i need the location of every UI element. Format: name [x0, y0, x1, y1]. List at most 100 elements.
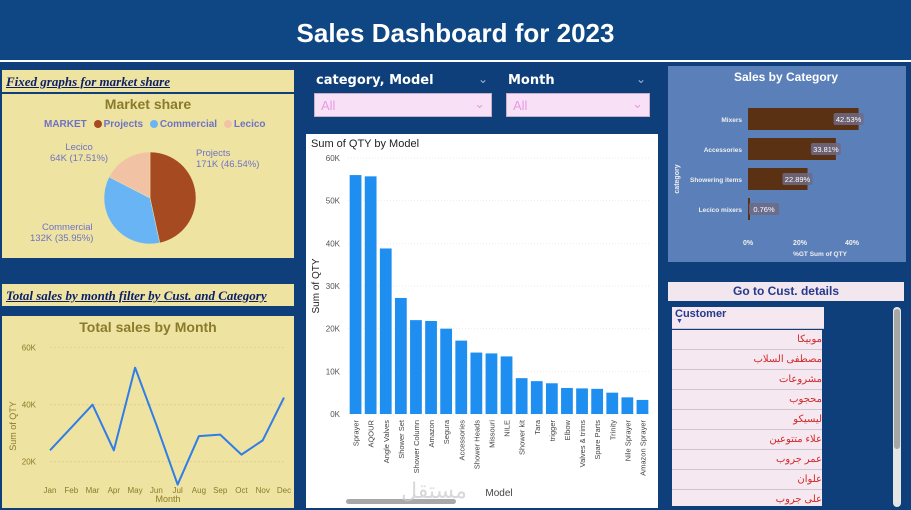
- bar-accessories[interactable]: [455, 340, 468, 414]
- bar-sprayer[interactable]: [349, 175, 362, 414]
- bar-shower-kit[interactable]: [515, 378, 528, 414]
- bar-tara[interactable]: [530, 381, 543, 414]
- x-tick-label: NILE: [503, 420, 512, 437]
- bar-segura[interactable]: [440, 328, 453, 414]
- bar-shower-heads[interactable]: [470, 352, 483, 414]
- category-filter-label: category, Model: [316, 73, 434, 88]
- bar-angle-valves[interactable]: [379, 248, 392, 414]
- pie-slice-projects[interactable]: [149, 151, 197, 244]
- bar-spare-parts[interactable]: [591, 388, 604, 414]
- pie-slice-lecico[interactable]: [108, 151, 151, 199]
- x-tick-label: Shower Heads: [472, 420, 481, 469]
- category-filter-dropdown[interactable]: All ⌄: [314, 93, 492, 117]
- model-bar-chart[interactable]: Sum of QTY by Model Sum of QTY 0K 10K 20K 3…: [306, 134, 658, 508]
- monthly-y-axis-label: Sum of QTY: [8, 401, 18, 451]
- category-bar[interactable]: [748, 198, 750, 220]
- vertical-scrollbar-track[interactable]: [893, 307, 901, 507]
- vertical-scrollbar-thumb[interactable]: [894, 309, 900, 449]
- monthly-caption: Total sales by month filter by Cust. and…: [2, 284, 294, 306]
- customer-list: موبيكا مصطفى السلاب مشروعات محجوب ليسيكو علاء…: [672, 330, 824, 506]
- monthly-x-axis-label: Month: [155, 494, 180, 504]
- customer-list-item[interactable]: على جروب: [672, 490, 822, 506]
- legend-commercial[interactable]: Commercial: [159, 119, 218, 130]
- model-x-axis-label: Model: [485, 488, 512, 499]
- x-tick-label: Accessories: [457, 420, 466, 461]
- data-label: 33.81%: [813, 145, 839, 154]
- bar-shower-set[interactable]: [394, 297, 407, 414]
- x-tick-label: Trinity: [608, 420, 617, 440]
- x-tick-label: May: [128, 486, 143, 495]
- page-title: Sales Dashboard for 2023: [296, 18, 615, 48]
- horizontal-scrollbar[interactable]: [346, 499, 456, 504]
- customer-list-item[interactable]: علوان: [672, 470, 822, 490]
- category-chart-panel: Sales by Category category Mixers 42.53% A…: [668, 66, 906, 262]
- pie-label-lecico: Lecico 64K (17.51%): [50, 142, 109, 164]
- y-tick-label: 60K: [22, 344, 37, 353]
- x-tick-label: Nov: [256, 486, 270, 495]
- bar-amazon-sprayer[interactable]: [636, 399, 649, 414]
- x-tick-label: Spare Parts: [593, 420, 602, 460]
- customer-list-item[interactable]: موبيكا: [672, 330, 822, 350]
- x-tick-label: Sep: [213, 486, 228, 495]
- x-tick-label: 40%: [845, 240, 860, 247]
- month-filter-label: Month: [508, 73, 555, 88]
- pie-slice-commercial[interactable]: [103, 176, 161, 245]
- pie-label-projects: Projects 171K (46.54%): [196, 148, 260, 170]
- legend-dot-projects: [93, 120, 102, 128]
- bar-missouri[interactable]: [485, 353, 498, 414]
- category-bar[interactable]: [748, 108, 859, 130]
- sort-desc-icon[interactable]: ▼: [676, 318, 683, 325]
- customer-list-item[interactable]: عمر جروب: [672, 450, 822, 470]
- y-tick-label: 0K: [330, 410, 340, 419]
- bar-amazon[interactable]: [425, 320, 437, 414]
- x-tick-label: Missouri: [487, 420, 496, 448]
- x-tick-label: Angle Valves: [382, 420, 391, 463]
- bar-aqour[interactable]: [364, 176, 377, 414]
- monthly-line-chart[interactable]: 20K 40K 60K Jan Feb Mar Apr May Jun Jul Aug Sep Oct N…: [2, 316, 294, 508]
- monthly-sales-line[interactable]: [49, 366, 285, 486]
- bar-elbow[interactable]: [561, 387, 573, 414]
- category-bar-chart[interactable]: Sales by Category category Mixers 42.53% A…: [668, 66, 906, 262]
- legend-projects[interactable]: Projects: [103, 119, 144, 130]
- data-label-bg: [782, 173, 813, 185]
- model-y-axis-label: Sum of QTY: [311, 258, 322, 313]
- model-chart-panel: Sum of QTY by Model Sum of QTY 0K 10K 20K 3…: [306, 134, 658, 508]
- market-caption: Fixed graphs for market share: [2, 70, 294, 92]
- month-filter-chevron-icon[interactable]: ⌄: [636, 72, 647, 86]
- x-tick-label: Tara: [533, 419, 542, 434]
- legend-lecico[interactable]: Lecico: [233, 119, 266, 130]
- monthly-sales-title: Total sales by Month: [79, 319, 217, 335]
- category-filter-chevron-icon[interactable]: ⌄: [478, 72, 489, 86]
- bar-trinity[interactable]: [606, 392, 619, 414]
- go-to-customer-details-button[interactable]: Go to Cust. details: [668, 282, 904, 301]
- customer-list-item[interactable]: مشروعات: [672, 370, 822, 390]
- category-label: Showering items: [690, 177, 742, 184]
- customer-header[interactable]: Customer ▼: [672, 307, 824, 329]
- market-pie-chart[interactable]: [2, 94, 294, 258]
- category-label: Lecico mixers: [699, 207, 743, 214]
- y-tick-label: 10K: [326, 367, 341, 376]
- y-tick-label: 50K: [326, 197, 341, 206]
- customer-list-item[interactable]: مصطفى السلاب: [672, 350, 822, 370]
- market-legend: MARKET Projects Commercial Lecico: [44, 119, 266, 130]
- bar-shower-column[interactable]: [410, 320, 422, 414]
- customer-list-item[interactable]: علاء متتوعين: [672, 430, 822, 450]
- bar-trigger[interactable]: [545, 383, 558, 414]
- x-tick-label: Feb: [64, 486, 78, 495]
- x-tick-label: Apr: [108, 486, 121, 495]
- customer-list-item[interactable]: ليسيكو: [672, 410, 822, 430]
- x-tick-label: Mar: [86, 486, 100, 495]
- data-label-bg: [810, 143, 841, 155]
- model-chart-title: Sum of QTY by Model: [311, 138, 419, 150]
- legend-dot-commercial: [149, 120, 158, 128]
- category-filter-value: All: [321, 98, 336, 113]
- data-label: 42.53%: [836, 115, 862, 124]
- x-tick-label: Valves & trims: [578, 420, 587, 468]
- bar-nile[interactable]: [500, 356, 513, 414]
- month-filter-dropdown[interactable]: All ⌄: [506, 93, 650, 117]
- bar-nile-sprayer[interactable]: [621, 397, 634, 414]
- legend-title: MARKET: [44, 119, 87, 130]
- x-tick-label: Shower Column: [412, 420, 421, 473]
- bar-valves-trims[interactable]: [576, 388, 588, 414]
- customer-list-item[interactable]: محجوب: [672, 390, 822, 410]
